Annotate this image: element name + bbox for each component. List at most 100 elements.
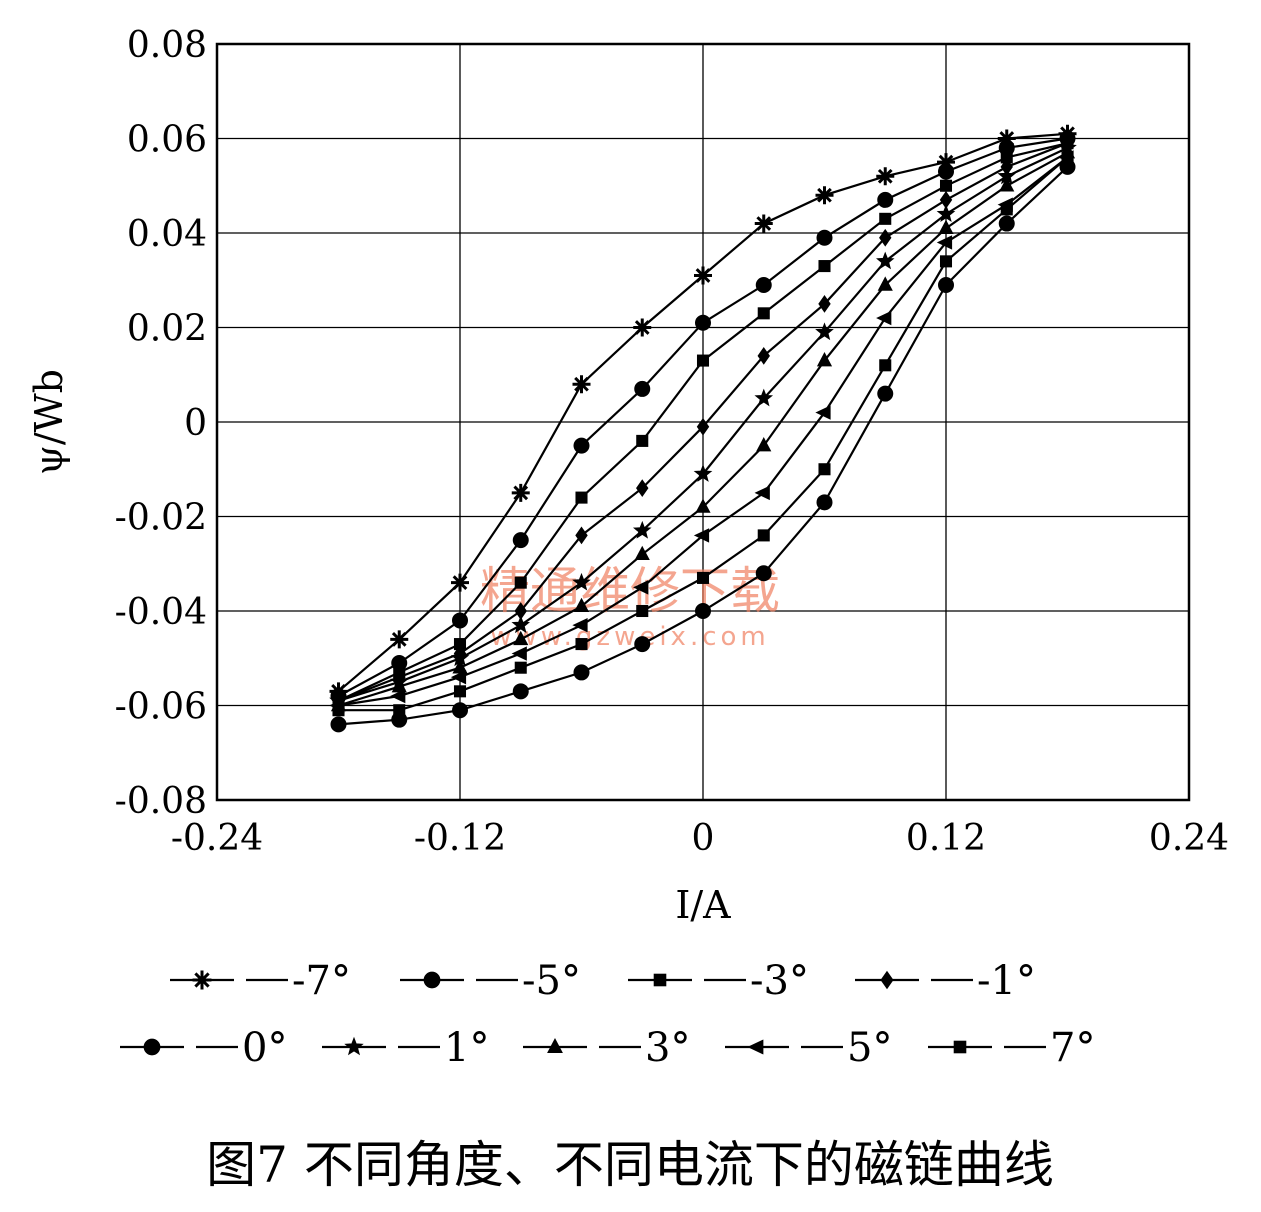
- data-point: [452, 612, 468, 629]
- data-point: [755, 565, 772, 582]
- data-point: [451, 573, 469, 592]
- data-point: [757, 346, 770, 365]
- data-point: [634, 380, 651, 397]
- data-point: [393, 704, 406, 717]
- legend-label: 7°: [1050, 1025, 1095, 1071]
- data-point: [939, 255, 953, 268]
- data-point: [818, 260, 831, 273]
- data-point: [452, 702, 468, 719]
- data-point: [937, 153, 955, 172]
- data-point: [633, 580, 649, 595]
- legend-item: 7°: [928, 1025, 1095, 1071]
- x-axis-label: I/A: [675, 883, 731, 927]
- legend-item: -3°: [628, 958, 809, 1004]
- x-tick-label: 0.24: [1149, 818, 1229, 859]
- data-point: [390, 688, 406, 704]
- data-point: [693, 464, 713, 482]
- data-point: [572, 375, 591, 394]
- data-point: [936, 235, 953, 250]
- data-point: [876, 310, 892, 326]
- data-point: [999, 177, 1015, 192]
- x-tick-label: -0.12: [414, 818, 506, 859]
- data-point: [633, 318, 652, 337]
- legend-label: -5°: [522, 958, 581, 1004]
- y-tick-label: 0.08: [127, 25, 207, 66]
- data-point: [330, 716, 347, 733]
- watermark: 精通维修下载 www.gzweix.com: [480, 562, 780, 652]
- x-tick-label: 0: [692, 818, 715, 859]
- x-tick-label: 0.12: [906, 818, 986, 859]
- legend-item: -1°: [855, 958, 1036, 1004]
- data-point: [694, 266, 712, 285]
- data-point: [634, 636, 651, 653]
- legend-item: -5°: [400, 958, 581, 1004]
- data-point: [511, 615, 531, 634]
- data-point: [390, 630, 409, 649]
- data-point: [816, 229, 833, 246]
- data-point: [696, 354, 710, 367]
- data-point: [757, 307, 770, 320]
- data-point: [695, 314, 711, 331]
- legend-item: 3°: [523, 1025, 690, 1071]
- data-point: [636, 434, 649, 447]
- data-point: [636, 479, 649, 498]
- y-axis-label: ψ/Wb: [27, 369, 71, 475]
- data-point: [754, 485, 770, 501]
- data-point: [693, 528, 710, 543]
- legend-label: 0°: [242, 1025, 287, 1071]
- data-point: [512, 683, 529, 700]
- data-point: [757, 529, 770, 542]
- watermark-text: 精通维修下载: [480, 562, 780, 620]
- y-tick-label: 0.04: [127, 214, 207, 255]
- y-tick-label: 0.02: [127, 309, 207, 350]
- data-point: [636, 604, 649, 618]
- legend-marker: [547, 1038, 563, 1054]
- legend: -7° -5° -3° -1° 0° 1° 3° 5° 7°: [120, 958, 1095, 1071]
- series-0°: [330, 158, 1076, 733]
- data-point: [572, 572, 591, 591]
- data-point: [815, 322, 834, 341]
- data-point: [511, 646, 527, 661]
- data-point: [513, 630, 529, 646]
- data-point: [754, 214, 773, 233]
- data-point: [575, 491, 588, 504]
- data-point: [877, 191, 894, 208]
- legend-label: 3°: [645, 1025, 690, 1071]
- data-point: [936, 204, 956, 223]
- data-point: [938, 276, 954, 293]
- data-point: [573, 664, 590, 681]
- y-tick-label: -0.02: [115, 498, 207, 539]
- data-point: [573, 597, 590, 613]
- legend-marker: [880, 970, 894, 990]
- data-point: [514, 576, 527, 589]
- legend-item: -7°: [170, 958, 351, 1004]
- data-point: [815, 405, 831, 420]
- data-point: [755, 276, 772, 293]
- data-point: [1000, 203, 1013, 216]
- plot-frame: [215, 42, 1191, 802]
- data-point: [879, 228, 892, 247]
- data-point: [877, 385, 894, 402]
- y-tick-label: -0.04: [115, 592, 207, 633]
- legend-marker: [653, 973, 667, 987]
- data-point: [332, 704, 345, 717]
- data-point: [756, 437, 772, 452]
- series-lines: [329, 124, 1077, 733]
- series-7°: [332, 151, 1074, 717]
- legend-label: -3°: [750, 958, 809, 1004]
- legend-marker: [423, 971, 441, 989]
- data-point: [939, 179, 953, 192]
- y-tick-label: -0.06: [115, 687, 207, 728]
- legend-item: 1°: [322, 1025, 489, 1071]
- legend-item: 5°: [725, 1025, 892, 1071]
- data-point: [876, 167, 895, 186]
- data-point: [818, 295, 831, 313]
- data-point: [816, 352, 833, 367]
- series--3°: [332, 137, 1074, 707]
- legend-item: 0°: [120, 1025, 287, 1071]
- data-point: [573, 437, 590, 454]
- x-tick-labels: -0.24 -0.12 0 0.12 0.24: [171, 818, 1229, 859]
- data-point: [818, 463, 831, 476]
- data-point: [876, 251, 895, 270]
